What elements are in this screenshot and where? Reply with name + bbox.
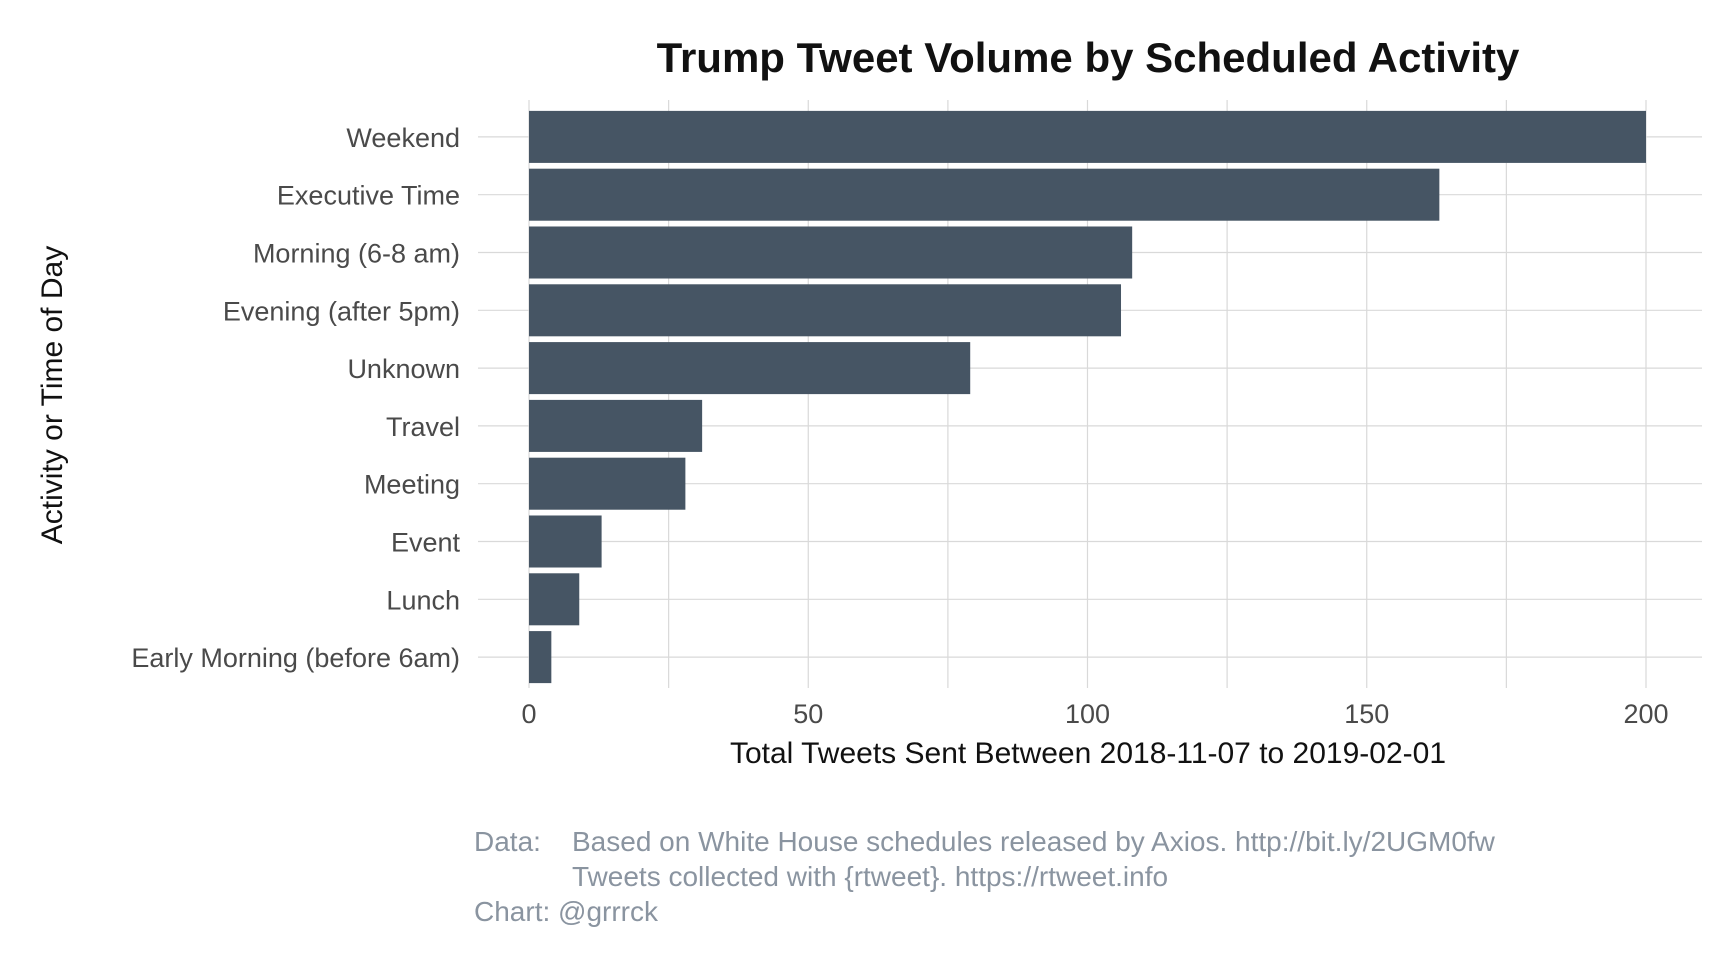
y-tick-label: Early Morning (before 6am) [131, 643, 460, 673]
y-tick-label: Unknown [347, 354, 460, 384]
x-tick-label: 0 [521, 699, 536, 729]
x-tick-label: 100 [1065, 699, 1110, 729]
caption-data-prefix: Data: [474, 826, 541, 857]
x-axis-label: Total Tweets Sent Between 2018-11-07 to … [730, 737, 1446, 770]
bar [529, 342, 971, 395]
bar [529, 226, 1133, 279]
y-tick-label: Morning (6-8 am) [253, 239, 460, 269]
caption-tweets-line: Tweets collected with {rtweet}. https://… [572, 861, 1168, 892]
bar [529, 573, 580, 626]
y-axis-label: Activity or Time of Day [36, 246, 69, 544]
y-tick-label: Evening (after 5pm) [223, 296, 460, 326]
y-tick-label: Weekend [346, 123, 460, 153]
chart-title: Trump Tweet Volume by Scheduled Activity [657, 34, 1520, 81]
x-tick-labels: 0 50 100 150 200 [521, 699, 1668, 729]
y-tick-label: Lunch [386, 585, 460, 615]
y-tick-labels: Weekend Executive Time Morning (6-8 am) Eve… [131, 123, 460, 673]
bar [529, 168, 1440, 221]
y-tick-label: Executive Time [277, 181, 460, 211]
x-tick-label: 200 [1623, 699, 1668, 729]
caption-source-line: Based on White House schedules released … [572, 826, 1496, 857]
bar [529, 399, 703, 452]
bars [529, 110, 1646, 684]
y-tick-label: Event [391, 528, 461, 558]
bar [529, 631, 552, 684]
bar [529, 284, 1122, 337]
x-tick-label: 150 [1344, 699, 1389, 729]
caption-credit-line: Chart: @grrrck [474, 896, 659, 927]
y-tick-label: Meeting [364, 470, 460, 500]
bar [529, 110, 1646, 163]
bar [529, 457, 686, 510]
bar [529, 515, 602, 568]
x-tick-label: 50 [793, 699, 823, 729]
y-tick-label: Travel [386, 412, 460, 442]
